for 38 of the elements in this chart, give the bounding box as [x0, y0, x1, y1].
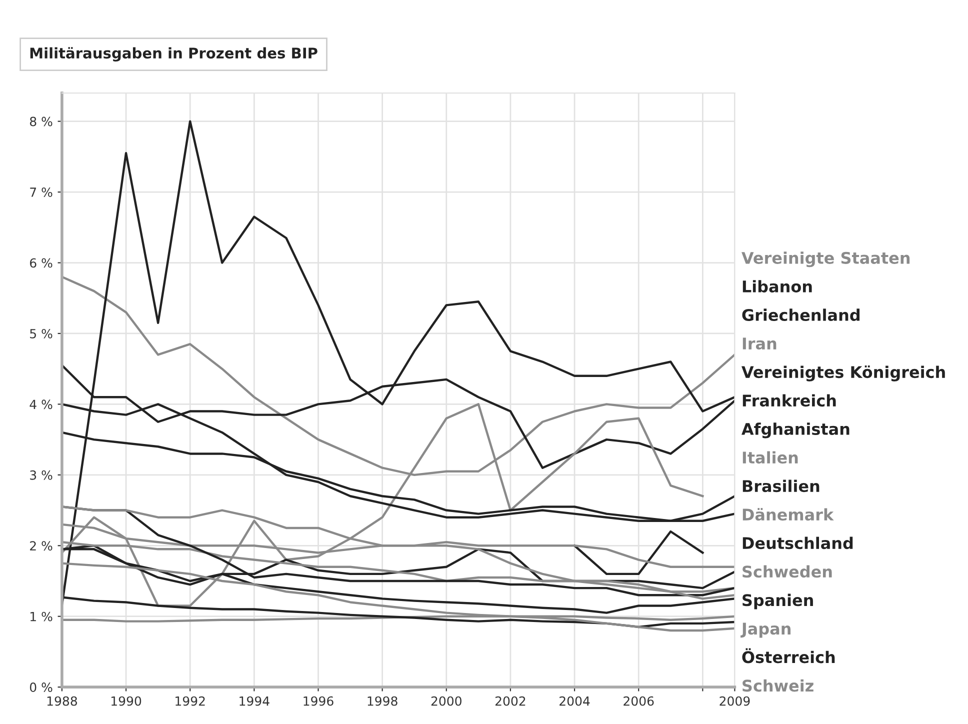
text: Afghanistan [742, 422, 850, 438]
y-tick-label: 3 % [30, 470, 52, 480]
text: Dänemark [742, 508, 834, 521]
x-tick-label: 1992 [176, 696, 205, 706]
y-tick-label: 1 % [30, 612, 52, 622]
y-tick-label: 2 % [30, 541, 52, 551]
series-label: Japan [740, 622, 790, 638]
text: Schweiz [742, 679, 814, 692]
text: Libanon [742, 280, 812, 293]
x-tick-label: 2000 [431, 696, 462, 706]
text: Vereinigtes Königreich [742, 366, 945, 382]
text: Italien [742, 451, 798, 464]
series-label: Spanien [742, 594, 813, 610]
x-tick-label: 2009 [720, 696, 750, 706]
y-tick-label: 0 % [30, 682, 52, 692]
y-tick-label: 8 % [30, 116, 52, 126]
y-tick-label: 7 % [30, 188, 52, 197]
text: Vereinigte Staaten [742, 252, 910, 268]
text: Brasilien [742, 480, 820, 492]
y-tick-label: 4 % [30, 400, 52, 410]
x-tick-label: 2004 [560, 696, 590, 706]
x-tick-label: 2006 [624, 696, 654, 706]
chart-title: Militärausgaben in Prozent des BIP [30, 47, 318, 62]
x-tick-label: 1998 [368, 696, 398, 706]
series-label: Schweden [742, 565, 832, 578]
x-tick-label: 1996 [304, 696, 334, 706]
series-label: Österreich [742, 648, 835, 664]
text: Deutschland [742, 536, 853, 550]
text: Frankreich [742, 394, 836, 407]
x-tick-label: 1988 [47, 696, 77, 706]
line-series [573, 530, 704, 576]
x-tick-label: 1994 [240, 696, 270, 706]
text: Iran [742, 338, 776, 350]
x-tick-label: 1990 [111, 696, 142, 706]
y-tick-label: 6 % [30, 258, 52, 268]
y-tick-label: 5 % [30, 328, 52, 338]
x-tick-label: 2002 [495, 696, 526, 706]
text: Griechenland [742, 308, 860, 322]
